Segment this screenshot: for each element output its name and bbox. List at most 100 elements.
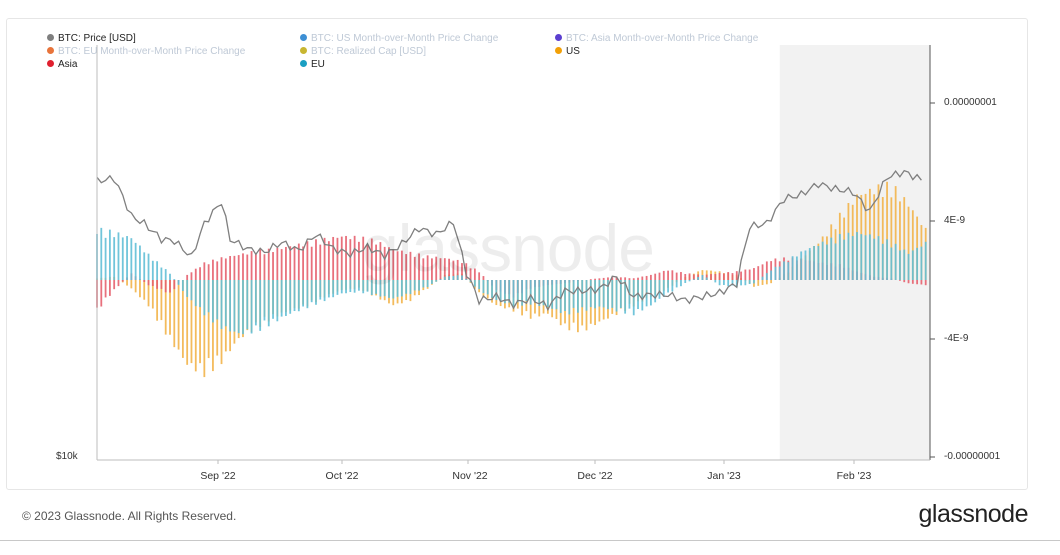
legend-item[interactable]: BTC: Asia Month-over-Month Price Change [555, 33, 758, 44]
x-axis-tick-label: Oct '22 [325, 470, 359, 482]
bar-asia [156, 280, 159, 289]
bar-asia [186, 274, 189, 280]
bar-eu [147, 253, 150, 280]
bar-us [770, 280, 773, 284]
bar-asia [473, 268, 476, 280]
bar-eu [924, 241, 927, 280]
x-axis-tick-label: Feb '23 [836, 470, 872, 482]
bar-eu [911, 250, 914, 280]
bar-eu [860, 234, 863, 280]
bar-us [873, 194, 876, 280]
bar-eu [379, 280, 382, 297]
bar-asia [753, 268, 755, 280]
legend-marker-icon [47, 60, 54, 67]
bar-eu [199, 280, 201, 308]
bar-eu [353, 280, 356, 293]
legend-item[interactable]: US [555, 46, 580, 57]
shade-layer [779, 45, 930, 460]
bar-us [156, 280, 159, 321]
bar-asia [259, 249, 262, 280]
bar-asia [637, 277, 639, 280]
bar-asia [680, 272, 682, 280]
bar-eu [139, 245, 141, 280]
bar-asia [654, 273, 657, 280]
bar-eu [250, 280, 253, 334]
bar-eu [555, 280, 558, 310]
bar-eu [160, 267, 163, 280]
legend-item[interactable]: BTC: EU Month-over-Month Price Change [47, 46, 245, 57]
bar-asia [383, 246, 386, 280]
bar-eu [744, 280, 747, 286]
bar-eu [362, 280, 365, 294]
bar-eu [662, 280, 665, 297]
bar-asia [422, 258, 425, 280]
bar-asia [667, 270, 669, 280]
bar-asia [375, 244, 377, 280]
legend-item[interactable]: EU [300, 59, 325, 70]
bar-asia [899, 280, 901, 281]
bar-asia [306, 241, 309, 280]
bar-eu [302, 280, 305, 307]
legend-item[interactable]: BTC: US Month-over-Month Price Change [300, 33, 498, 44]
bar-eu [800, 251, 803, 280]
bar-asia [246, 254, 249, 280]
bar-eu [267, 280, 270, 327]
bar-eu [916, 247, 919, 280]
bar-eu [229, 280, 232, 332]
bar-asia [229, 255, 232, 280]
bar-eu [886, 239, 888, 280]
bar-eu [632, 280, 635, 316]
bar-eu [920, 246, 923, 280]
bar-eu [748, 280, 751, 285]
legend-item[interactable]: BTC: Realized Cap [USD] [300, 46, 426, 57]
legend-item[interactable]: Asia [47, 59, 77, 70]
bar-asia [160, 280, 163, 289]
legend-marker-icon [555, 47, 562, 54]
bar-eu [478, 280, 481, 290]
bar-asia [911, 280, 914, 284]
bar-asia [688, 273, 691, 280]
bar-eu [813, 246, 815, 280]
bar-eu [358, 280, 360, 291]
bar-us [757, 280, 760, 286]
bar-eu [315, 280, 317, 305]
bar-eu [615, 280, 618, 312]
bar-eu [216, 280, 219, 320]
bar-eu [177, 280, 180, 285]
bar-eu [297, 280, 300, 312]
bar-eu [439, 279, 442, 280]
bar-eu [675, 280, 678, 288]
bar-asia [327, 241, 330, 280]
legend-label: BTC: Asia Month-over-Month Price Change [566, 33, 759, 44]
bar-us [173, 280, 176, 348]
bar-us [911, 210, 914, 280]
bar-eu [765, 273, 768, 280]
bar-eu [650, 280, 652, 306]
bar-eu [834, 243, 837, 280]
bar-asia [920, 280, 923, 285]
bar-asia [199, 267, 201, 280]
brand-logo: glassnode [918, 500, 1029, 528]
bar-eu [619, 280, 622, 309]
bar-asia [452, 260, 455, 280]
bar-eu [637, 280, 639, 310]
bar-asia [203, 262, 206, 280]
bar-eu [370, 280, 373, 296]
bar-asia [340, 236, 343, 280]
bar-asia [315, 239, 317, 280]
bar-asia [727, 272, 730, 280]
bar-asia [164, 280, 167, 293]
bar-us [199, 280, 201, 364]
x-axis-tick-label: Jan '23 [707, 470, 741, 482]
bar-asia [100, 280, 103, 307]
bar-eu [151, 260, 154, 280]
bar-asia [611, 277, 614, 280]
legend-item[interactable]: BTC: Price [USD] [47, 33, 136, 44]
bar-asia [478, 272, 481, 280]
price-line [96, 169, 922, 312]
bar-us [899, 201, 901, 280]
bar-eu [705, 277, 708, 280]
bar-asia [718, 273, 721, 280]
bar-asia [220, 257, 223, 280]
